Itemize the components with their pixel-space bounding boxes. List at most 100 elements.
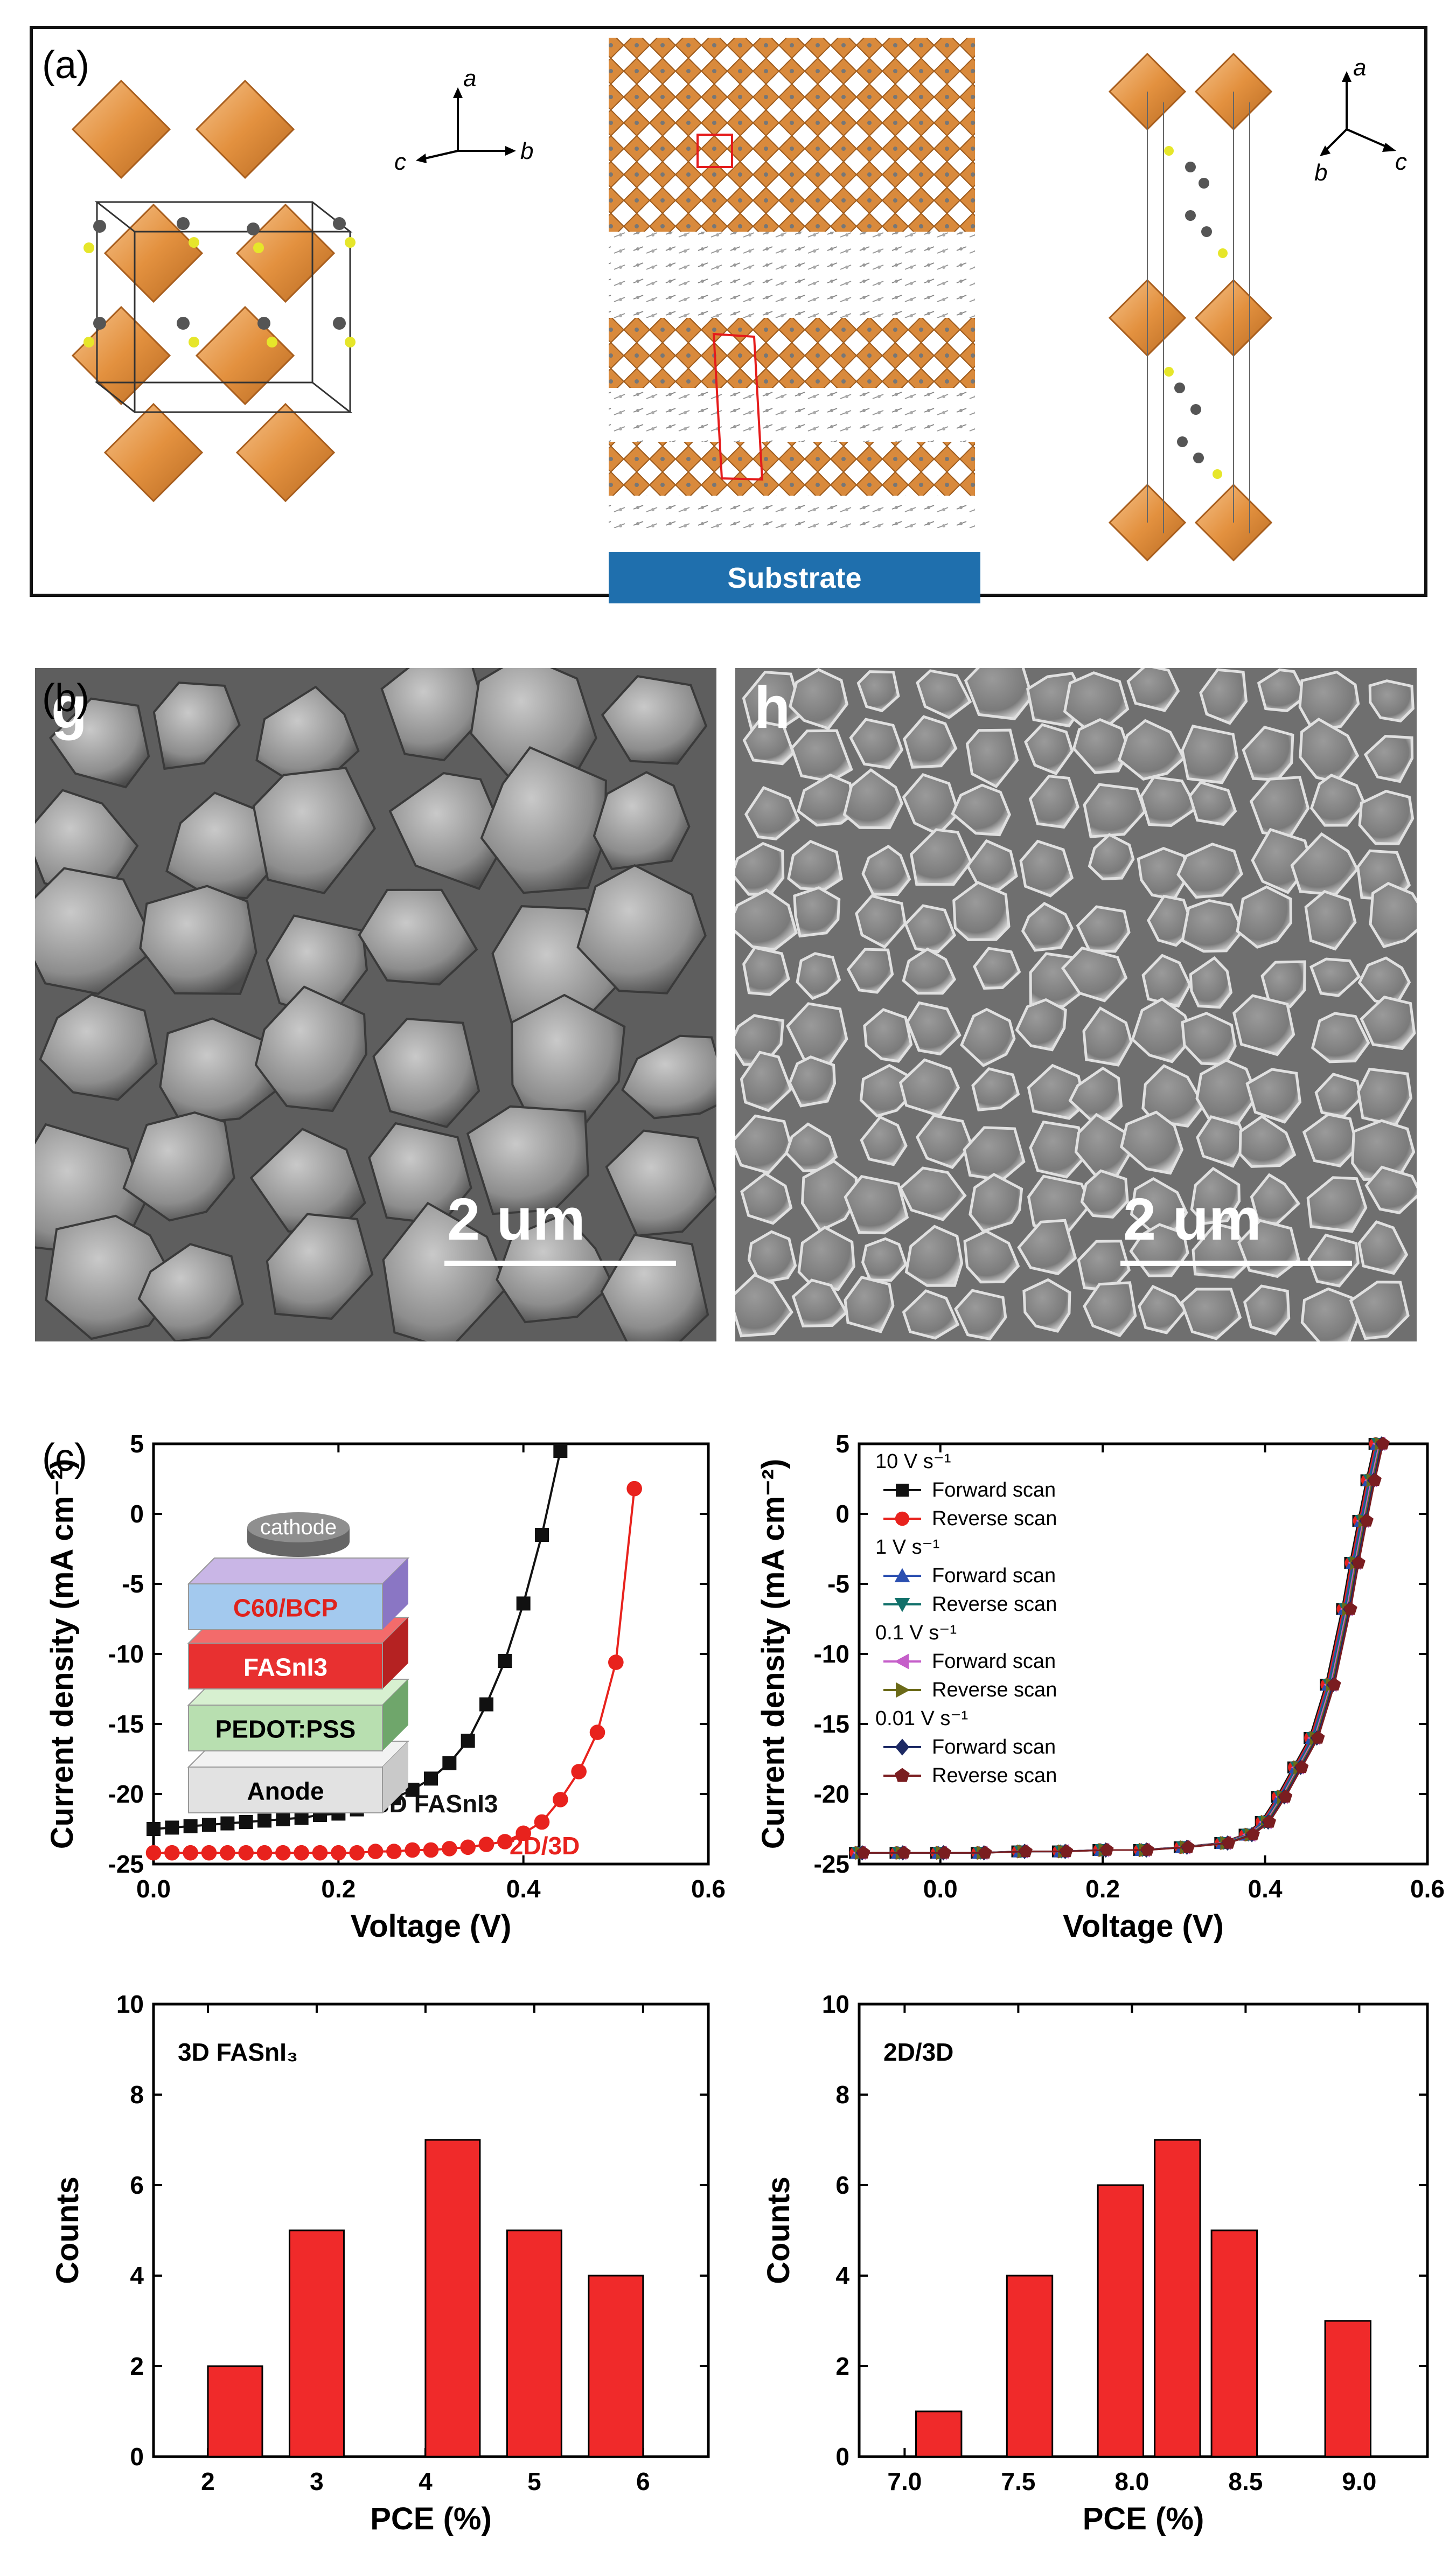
axis-c-label-right: c — [1395, 149, 1407, 175]
sem-grain — [791, 1278, 848, 1327]
data-point — [1262, 1814, 1277, 1828]
axis-b-label-right: b — [1314, 159, 1327, 186]
data-point — [257, 1813, 271, 1828]
sem-grain — [1080, 1169, 1129, 1219]
sem-grain — [1306, 1176, 1368, 1233]
sem-grain — [1028, 775, 1079, 829]
data-point — [423, 1842, 439, 1858]
data-point — [183, 1845, 198, 1861]
jv-chart-scan-rates: 0.0 0.2 0.4 0.6 5 0 -5 -10 -15 -20 -25 Voltage (V) C… — [756, 1430, 1445, 1944]
legend-entry: Reverse scan — [932, 1593, 1057, 1616]
sem-grain — [1176, 843, 1243, 899]
data-point — [442, 1756, 457, 1770]
sem-grain — [971, 1067, 1020, 1112]
sem-grain — [952, 881, 1011, 941]
sem-grain — [382, 1201, 509, 1341]
sem-grain — [1196, 1115, 1248, 1168]
data-point — [1140, 1842, 1154, 1856]
data-point — [312, 1845, 328, 1861]
sem-grain — [788, 1055, 837, 1108]
sem-grain — [1309, 957, 1361, 997]
sem-grain — [1068, 1066, 1123, 1122]
sem-grain — [846, 948, 894, 994]
sem-grain — [1369, 881, 1417, 949]
sem-grain — [904, 904, 957, 954]
data-point — [239, 1815, 253, 1829]
sem-grain — [861, 1237, 908, 1282]
legend-header: 0.1 V s⁻¹ — [875, 1622, 957, 1644]
stack-layer-front — [188, 1583, 383, 1630]
sem-grain — [849, 718, 904, 770]
data-point — [164, 1845, 180, 1861]
y-tick-label: -5 — [122, 1570, 144, 1598]
sem-grain — [964, 668, 1034, 720]
data-point — [275, 1845, 291, 1861]
y-tick-label: 4 — [835, 2262, 849, 2290]
legend-marker — [895, 1511, 910, 1526]
sem-grain — [1147, 894, 1195, 947]
sem-grain — [903, 715, 958, 769]
series-line — [855, 1443, 1376, 1854]
sem-grain — [1088, 833, 1135, 881]
sem-grain — [863, 1008, 913, 1063]
data-point — [238, 1845, 254, 1861]
sem-g-scale-bar — [444, 1261, 676, 1266]
sem-grain — [855, 894, 907, 949]
axis-c-label: c — [394, 149, 406, 175]
sem-grain — [1199, 668, 1248, 725]
hist-bar — [1154, 2139, 1201, 2458]
series-scan-0 — [849, 1438, 1381, 1859]
data-point — [1100, 1842, 1114, 1856]
data-point — [608, 1654, 624, 1670]
data-point — [978, 1846, 992, 1859]
cathode-label: cathode — [260, 1515, 337, 1539]
sem-grain — [45, 1214, 178, 1340]
legend-entry: Forward scan — [932, 1736, 1056, 1758]
sem-grain — [35, 867, 158, 995]
data-point — [183, 1819, 198, 1833]
sem-grain — [1245, 1068, 1302, 1124]
hist-bar — [1324, 2320, 1371, 2458]
sem-grain — [1131, 997, 1195, 1063]
sem-grain — [1304, 889, 1357, 951]
stack-layer-label: Anode — [247, 1777, 324, 1805]
series-line — [858, 1443, 1379, 1854]
data-point — [553, 1444, 568, 1458]
data-point — [294, 1845, 309, 1861]
data-point — [442, 1841, 457, 1856]
sem-grain — [1189, 956, 1233, 1009]
legend-header: 10 V s⁻¹ — [875, 1450, 951, 1473]
sem-grain — [860, 1115, 908, 1166]
sem-grain — [1072, 718, 1131, 774]
sem-grain — [372, 1018, 480, 1129]
y-tick-label: 5 — [130, 1430, 144, 1458]
legend-entry: Forward scan — [932, 1564, 1056, 1587]
series-line — [857, 1443, 1378, 1854]
data-point — [553, 1792, 568, 1807]
stack-layer-front — [188, 1767, 383, 1813]
axes-indicator-right: a c b — [1314, 54, 1407, 186]
legend-entry: Forward scan — [932, 1650, 1056, 1673]
hist-bar — [915, 2410, 963, 2458]
y-tick-label: 0 — [130, 1500, 144, 1528]
sem-grain — [1117, 719, 1186, 781]
sem-grain — [1307, 1233, 1360, 1288]
data-point — [1295, 1760, 1309, 1774]
sem-grain — [1181, 899, 1245, 953]
sem-grain — [844, 1174, 909, 1235]
x-tick-label: 5 — [527, 2467, 541, 2495]
data-point — [1351, 1555, 1366, 1569]
x-tick-label: 0.4 — [506, 1875, 541, 1903]
hist-bar — [424, 2139, 481, 2458]
stack-layer-label: FASnI3 — [243, 1653, 328, 1681]
sem-grain — [910, 828, 973, 886]
pce-histogram-2d3d: 7.0 7.5 8.0 8.5 9.0 0 2 4 6 8 10 PCE (%) Counts 2D/3D — [761, 1990, 1429, 2536]
x-tick-label: 0.4 — [1248, 1875, 1283, 1903]
sem-grain — [1019, 839, 1074, 898]
data-point — [1360, 1513, 1374, 1527]
series-line — [863, 1443, 1384, 1854]
sem-grain — [1190, 1166, 1241, 1225]
sem-g-scale-text: 2 um — [447, 1186, 586, 1253]
series-scan-7 — [856, 1436, 1390, 1859]
legend-marker — [896, 1484, 909, 1497]
